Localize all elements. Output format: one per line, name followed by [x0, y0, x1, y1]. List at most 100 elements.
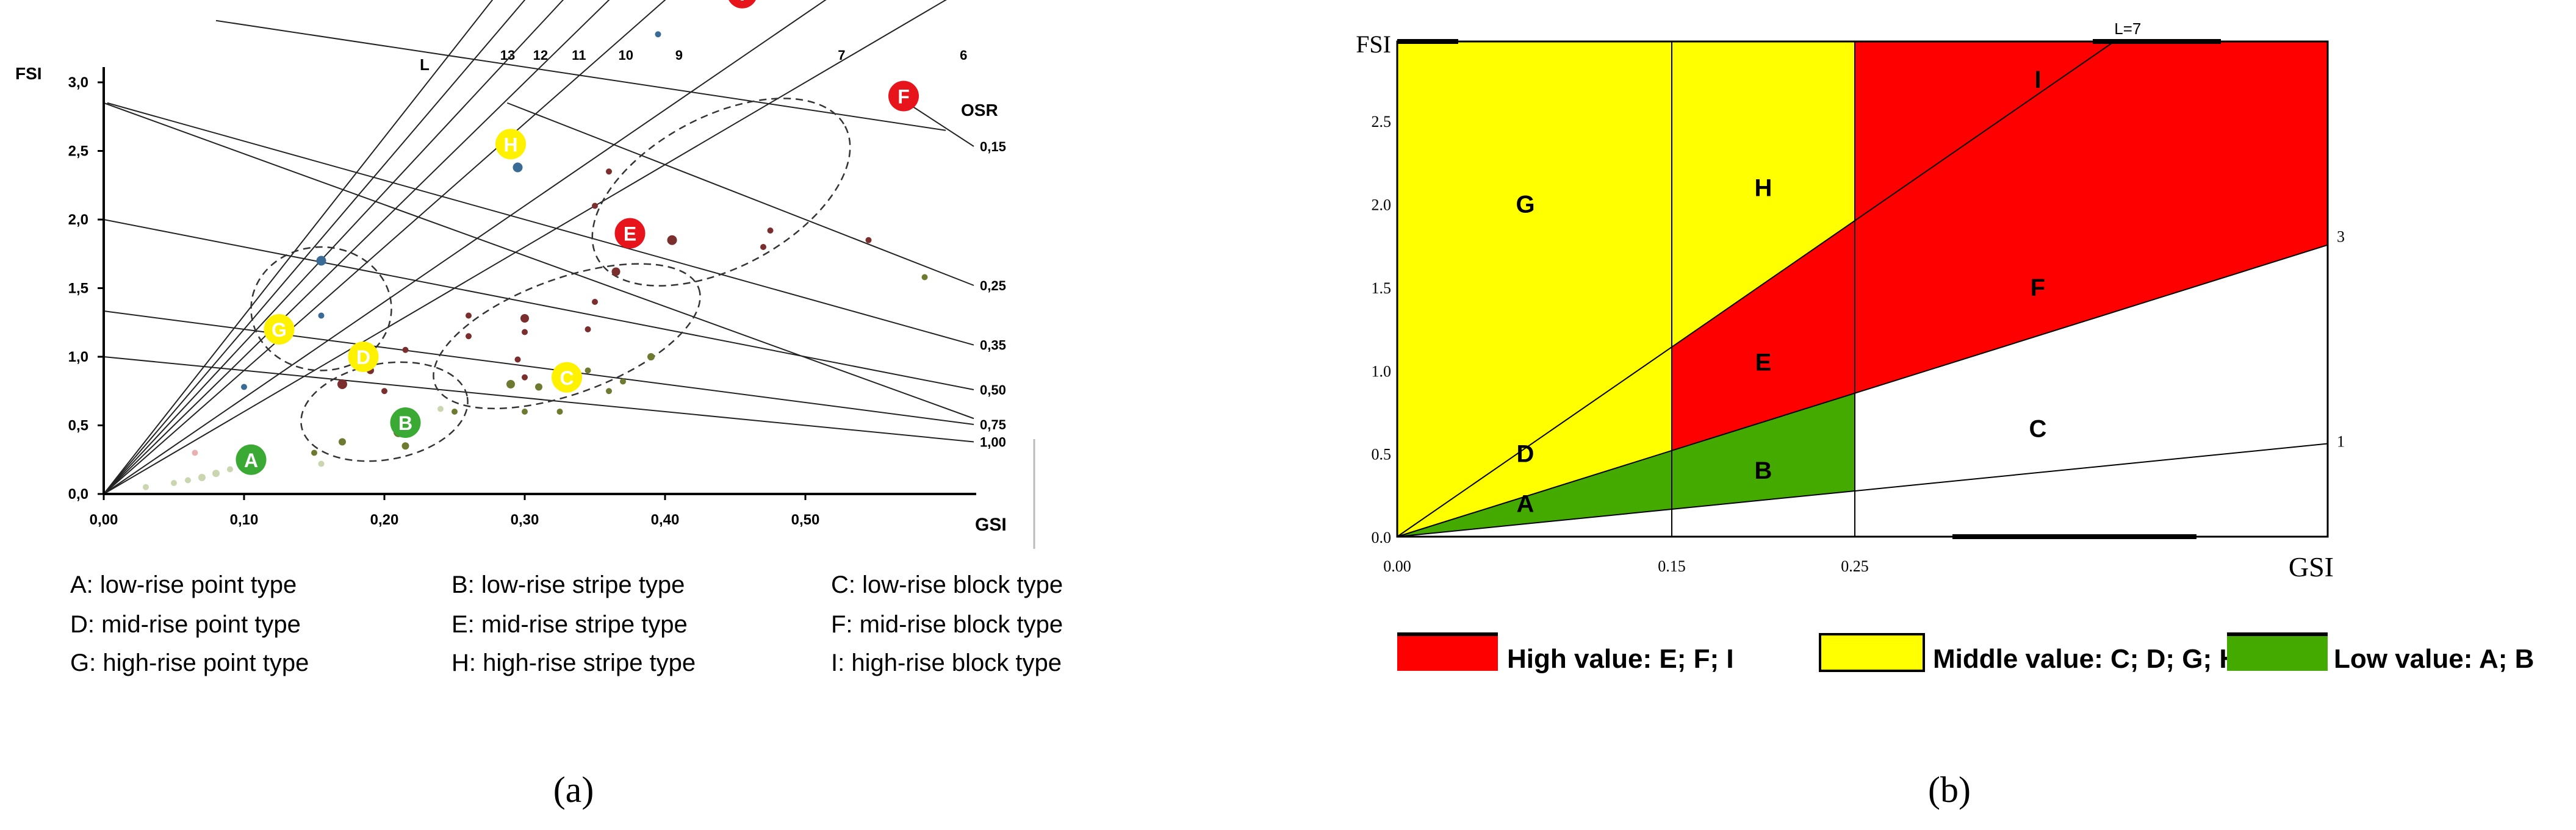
legend-i-text: I: high-rise block type: [831, 649, 1062, 676]
l-line-10: [103, 0, 610, 495]
legend-c-text: C: low-rise block type: [831, 571, 1063, 598]
data-point: [606, 388, 612, 395]
region-label-a: A: [1517, 490, 1534, 517]
b-y-tick-label: 0.5: [1372, 446, 1392, 463]
b-y-tick-label: 0.0: [1372, 529, 1392, 546]
x-tick-label: 0,00: [90, 512, 118, 528]
data-point: [192, 449, 198, 456]
category-marker-i: [729, 0, 756, 9]
data-point: [514, 356, 521, 363]
category-label-c: C: [559, 367, 574, 389]
b-x-tick-label: 0.25: [1841, 557, 1869, 575]
data-point: [522, 409, 528, 415]
osr-label-0,25: 0,25: [980, 278, 1006, 293]
data-point: [592, 299, 598, 305]
data-point: [535, 383, 542, 391]
region-label-b: B: [1755, 457, 1772, 484]
panel-a-caption: (a): [553, 770, 594, 810]
legend-f-text: F: mid-rise block type: [831, 611, 1063, 638]
l-label-9: 9: [675, 48, 683, 63]
region-label-d: D: [1517, 441, 1534, 468]
data-point: [318, 312, 325, 319]
panel-b-caption: (b): [1928, 770, 1971, 810]
osr-label-0,50: 0,50: [980, 382, 1006, 398]
legend-g-text: G: high-rise point type: [70, 649, 309, 676]
l3-label: 3: [2337, 228, 2345, 246]
data-point: [227, 466, 233, 473]
legend-low-swatch: [2227, 634, 2328, 671]
data-point: [606, 168, 612, 175]
x-tick-label: 0,50: [791, 512, 820, 528]
data-point: [921, 274, 928, 281]
category-label-i: I: [739, 0, 745, 5]
legend-high-text: High value: E; F; I: [1507, 644, 1734, 674]
data-point: [592, 202, 598, 209]
l1-line: [1397, 443, 2328, 537]
l-line-9: [103, 0, 666, 495]
category-label-g: G: [272, 319, 287, 341]
data-point: [647, 353, 655, 360]
data-point: [466, 333, 472, 340]
data-point: [339, 438, 346, 446]
legend-e-text: E: mid-rise stripe type: [452, 611, 688, 638]
osr-line-0,35: [107, 102, 974, 346]
legend-h-text: H: high-rise stripe type: [452, 649, 696, 676]
category-marker-d: [348, 342, 379, 372]
b-y-tick-label: 2.0: [1372, 196, 1392, 214]
y-tick-label: 2,5: [68, 143, 88, 160]
data-point: [381, 388, 387, 395]
data-point: [585, 326, 591, 332]
region-high-e: [1672, 220, 1855, 451]
panel-a-legend: A: low-rise point type B: low-rise strip…: [70, 571, 1063, 676]
data-point: [760, 244, 766, 250]
osr-label-1,00: 1,00: [980, 435, 1006, 450]
category-label-e: E: [624, 223, 636, 245]
panel-b-plot-frame: [1396, 40, 2329, 538]
region-label-f: F: [2031, 274, 2045, 301]
l-label-13: 13: [500, 48, 515, 63]
cluster-ellipse: [300, 361, 469, 462]
l7-line: [1397, 41, 2115, 537]
osr-line-0,25: [506, 102, 974, 286]
x-tick-label: 0,20: [370, 512, 399, 528]
category-marker-g: [264, 314, 295, 345]
data-point: [241, 384, 247, 390]
panel-a-l-title: L: [420, 55, 430, 74]
category-label-a: A: [244, 449, 258, 471]
data-point: [198, 474, 206, 481]
category-label-f: F: [898, 86, 910, 108]
cluster-ellipse: [250, 246, 392, 371]
l3-line: [1397, 244, 2328, 537]
region-label-e: E: [1755, 349, 1772, 376]
y-tick-label: 3,0: [68, 74, 88, 91]
category-label-b: B: [398, 412, 412, 434]
l-line-11: [103, 0, 564, 495]
category-label-h: H: [503, 134, 517, 156]
y-tick-label: 1,5: [68, 281, 88, 297]
data-point: [611, 267, 621, 276]
b-y-tick-label: 2.5: [1372, 113, 1392, 131]
legend-middle-text: Middle value: C; D; G; H: [1933, 644, 2239, 674]
b-y-tick-label: FSI: [1356, 30, 1391, 58]
data-point: [655, 31, 661, 38]
b-x-tick-label: 0.15: [1658, 557, 1686, 575]
region-high-i: [1855, 41, 2328, 393]
y-tick-label: 1,0: [68, 349, 88, 365]
data-point: [401, 442, 409, 450]
y-tick-label: 0,5: [68, 418, 88, 434]
b-y-tick-label: 1.0: [1372, 362, 1392, 380]
osr-line-0,15: [907, 102, 974, 147]
legend-middle-swatch: [1819, 633, 1925, 672]
ref-line: [215, 20, 946, 131]
legend-low-text: Low value: A; B: [2334, 644, 2534, 674]
b-x-tick-label: 0.00: [1383, 557, 1411, 575]
x-tick-label: 0,30: [511, 512, 539, 528]
l-line-12: [103, 0, 526, 495]
category-marker-b: [390, 407, 421, 438]
panel-b-legend: High value: E; F; I Middle value: C; D; …: [1397, 632, 2534, 674]
data-point: [171, 480, 177, 486]
data-point: [506, 380, 515, 388]
l-label-12: 12: [533, 48, 548, 63]
data-point: [143, 484, 149, 490]
